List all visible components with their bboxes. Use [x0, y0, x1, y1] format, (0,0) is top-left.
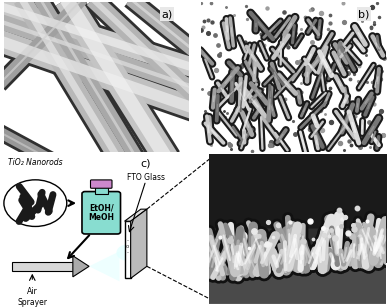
FancyBboxPatch shape	[82, 192, 121, 234]
Text: TiO₂ Nanorods: TiO₂ Nanorods	[8, 158, 62, 167]
Text: EtOH/
MeOH: EtOH/ MeOH	[88, 203, 114, 223]
Circle shape	[117, 244, 139, 261]
Polygon shape	[209, 262, 386, 304]
Text: b): b)	[358, 9, 370, 19]
Polygon shape	[124, 209, 147, 221]
Polygon shape	[73, 256, 89, 277]
Polygon shape	[124, 221, 131, 278]
Circle shape	[4, 180, 67, 227]
Text: a): a)	[161, 9, 172, 19]
Text: FTO Glass: FTO Glass	[127, 173, 165, 182]
Text: Air
Sprayer: Air Sprayer	[17, 287, 47, 307]
Polygon shape	[131, 209, 147, 278]
FancyBboxPatch shape	[90, 180, 112, 188]
Text: c): c)	[141, 158, 151, 168]
Polygon shape	[89, 251, 119, 281]
Bar	[95, 188, 108, 194]
Bar	[12, 262, 73, 271]
Text: -
o
-: - o -	[126, 239, 129, 255]
